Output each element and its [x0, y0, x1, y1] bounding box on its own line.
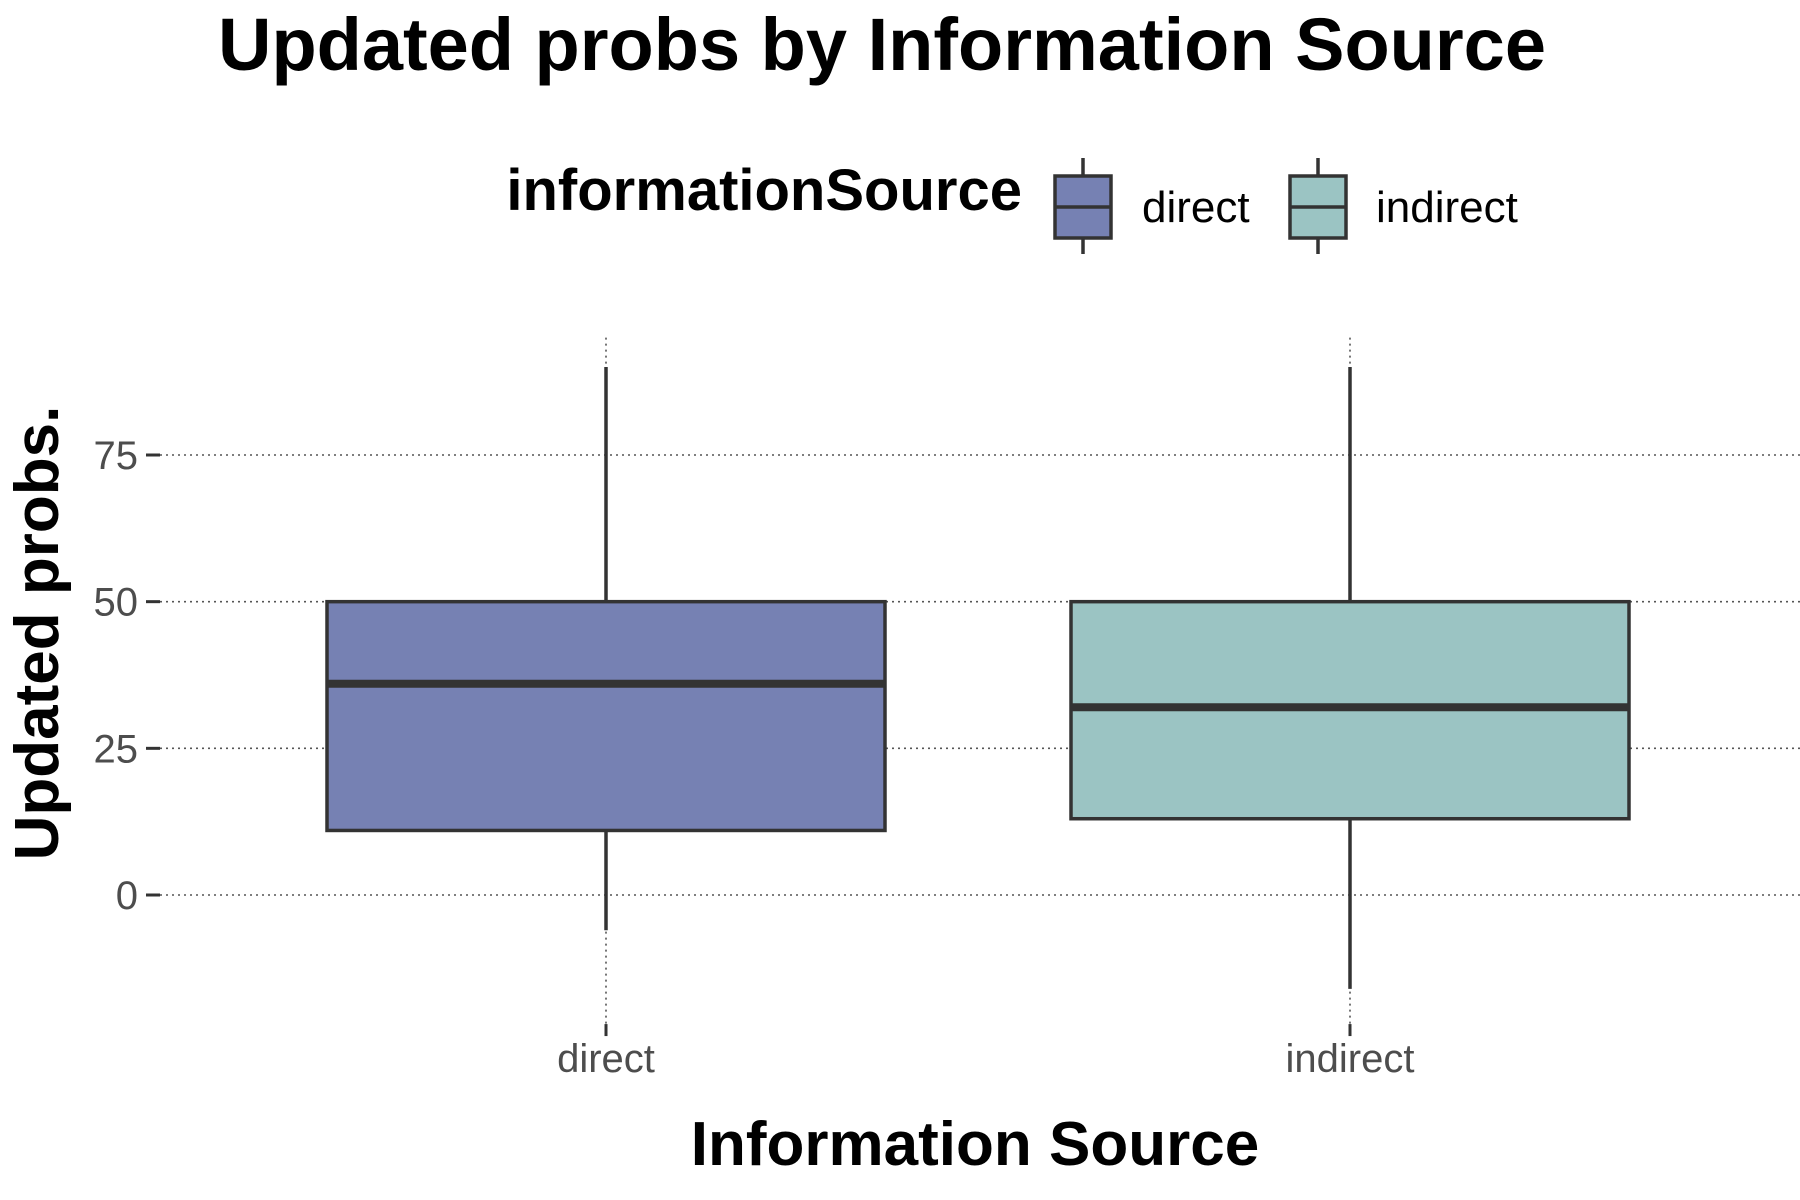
legend-entry-direct: direct [1053, 158, 1250, 254]
y-tick-label: 50 [94, 581, 139, 625]
y-axis: 0 25 50 75 [94, 434, 160, 918]
box-direct [325, 367, 887, 931]
y-tick-label: 0 [116, 874, 138, 918]
legend-entry-indirect: indirect [1288, 158, 1518, 254]
x-tick-label: indirect [1286, 1037, 1415, 1081]
legend-label: indirect [1376, 183, 1518, 232]
y-tick-label: 75 [94, 434, 139, 478]
box-iqr [325, 599, 887, 833]
boxes [325, 367, 1631, 989]
x-tick-label: direct [557, 1037, 655, 1081]
legend: informationSource direct indirect [506, 158, 1518, 254]
x-axis: direct indirect [557, 1024, 1414, 1081]
y-axis-label: Updated probs. [3, 406, 72, 861]
legend-label: direct [1142, 183, 1250, 232]
legend-title: informationSource [506, 158, 1022, 223]
chart-title: Updated probs by Information Source [218, 3, 1546, 86]
legend-entries: direct indirect [1053, 158, 1518, 254]
box-indirect [1069, 367, 1631, 989]
y-tick-label: 25 [94, 727, 139, 771]
x-axis-label: Information Source [691, 1110, 1259, 1179]
